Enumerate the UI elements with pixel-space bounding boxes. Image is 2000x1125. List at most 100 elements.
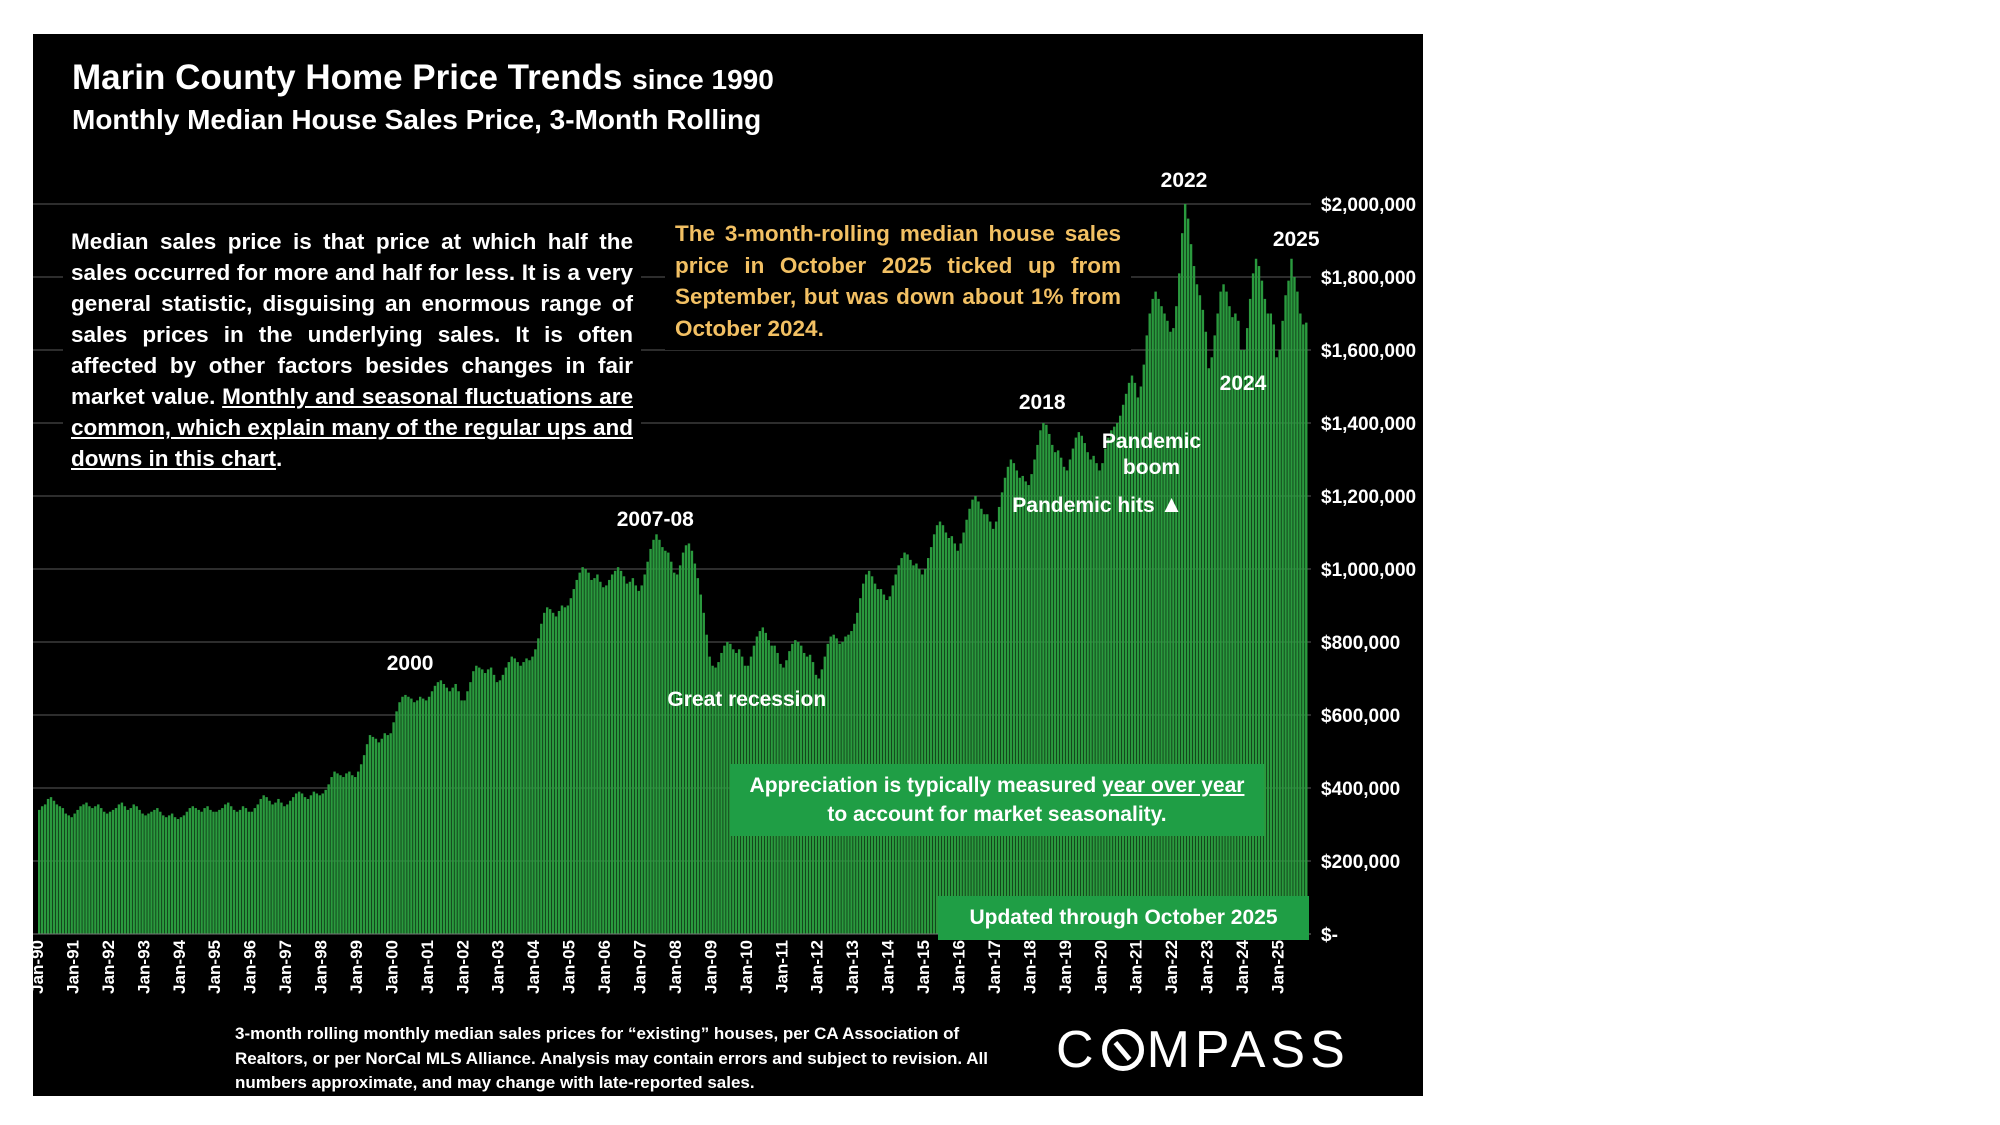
bar: [608, 579, 611, 934]
bar: [170, 813, 174, 934]
x-tick-label: Jan-05: [560, 940, 579, 994]
bar: [292, 797, 295, 935]
bar: [495, 682, 499, 934]
bar: [687, 543, 691, 934]
annotation-label: Pandemic hits: [1012, 494, 1154, 517]
bar: [912, 565, 915, 934]
bar: [1305, 322, 1308, 935]
bar: [891, 585, 894, 934]
bar: [138, 809, 141, 934]
bar: [675, 574, 679, 934]
bar: [625, 583, 629, 934]
bar: [1266, 313, 1270, 934]
bar: [315, 793, 319, 934]
y-tick-label: $800,000: [1321, 633, 1400, 654]
bar: [997, 506, 1001, 934]
bar: [481, 669, 484, 935]
bar: [238, 809, 242, 934]
description-end: .: [276, 446, 283, 471]
bar: [991, 528, 995, 934]
x-tick-label: Jan-01: [418, 940, 437, 994]
bar: [1033, 459, 1036, 934]
bar: [309, 795, 313, 934]
x-tick-label: Jan-95: [205, 940, 224, 994]
bar: [1071, 448, 1075, 934]
bar: [717, 662, 720, 934]
bar: [439, 680, 443, 934]
bar: [501, 674, 505, 934]
y-tick-label: $1,600,000: [1321, 341, 1416, 362]
bar: [227, 802, 230, 934]
bar: [404, 694, 407, 934]
bar: [244, 808, 248, 934]
logo-text-end: MPASS: [1146, 1021, 1350, 1079]
bar: [401, 696, 404, 934]
bar: [1059, 457, 1063, 934]
x-tick-label: Jan-93: [134, 940, 153, 994]
bar: [132, 804, 135, 934]
bar: [1293, 277, 1296, 934]
compass-o-icon: [1101, 1029, 1144, 1071]
bar: [339, 775, 342, 934]
bar: [224, 804, 227, 934]
bar: [416, 700, 419, 934]
bar: [215, 811, 218, 934]
x-tick-label: Jan-11: [772, 940, 791, 993]
bar: [1157, 298, 1160, 934]
bar: [147, 813, 150, 934]
y-tick-label: $1,200,000: [1321, 487, 1416, 508]
bar: [1254, 258, 1258, 934]
bar: [40, 806, 44, 934]
bar: [528, 660, 531, 934]
bar: [569, 598, 573, 934]
bar: [1216, 313, 1219, 934]
x-tick-label: Jan-21: [1127, 940, 1146, 994]
bar: [1142, 364, 1146, 935]
annotation-label: 2025: [1273, 228, 1320, 251]
bar: [43, 804, 47, 934]
bar: [673, 572, 676, 934]
bar: [959, 543, 962, 934]
bar: [407, 696, 410, 934]
bar: [507, 662, 511, 934]
bar: [283, 806, 286, 934]
bar: [702, 612, 705, 934]
bar: [1121, 404, 1125, 934]
appreciation-note: Appreciation is typically measured year …: [730, 764, 1264, 836]
bar: [1015, 470, 1019, 934]
bar: [1287, 280, 1290, 934]
bar: [622, 576, 626, 934]
x-tick-label: Jan-07: [631, 940, 650, 994]
source-footnote: 3-month rolling monthly median sales pri…: [235, 1024, 988, 1092]
bar: [82, 804, 85, 934]
bar: [371, 736, 375, 934]
bar: [162, 815, 165, 935]
bar: [241, 806, 245, 934]
bar: [156, 808, 159, 934]
bar: [986, 514, 989, 934]
x-tick-label: Jan-20: [1091, 940, 1110, 994]
bar: [894, 574, 897, 934]
bar: [684, 545, 688, 934]
bar: [306, 798, 310, 934]
x-tick-label: Jan-16: [950, 940, 969, 994]
bar: [303, 797, 307, 935]
bar: [664, 550, 667, 934]
bar: [1231, 317, 1234, 934]
annotation-label: boom: [1123, 456, 1180, 479]
bar: [513, 658, 516, 934]
bar: [619, 570, 623, 934]
bar: [1101, 463, 1104, 934]
bar: [1024, 481, 1027, 934]
bar: [126, 809, 130, 934]
bar: [678, 565, 682, 934]
bar: [616, 567, 620, 934]
bar: [554, 616, 558, 934]
bar: [983, 514, 986, 934]
bar: [862, 583, 865, 934]
bar: [879, 589, 883, 934]
bar: [1042, 423, 1045, 934]
bar: [1127, 382, 1131, 935]
description-underlined-text: Monthly and seasonal fluctuations are co…: [71, 384, 634, 471]
bar: [560, 605, 564, 934]
